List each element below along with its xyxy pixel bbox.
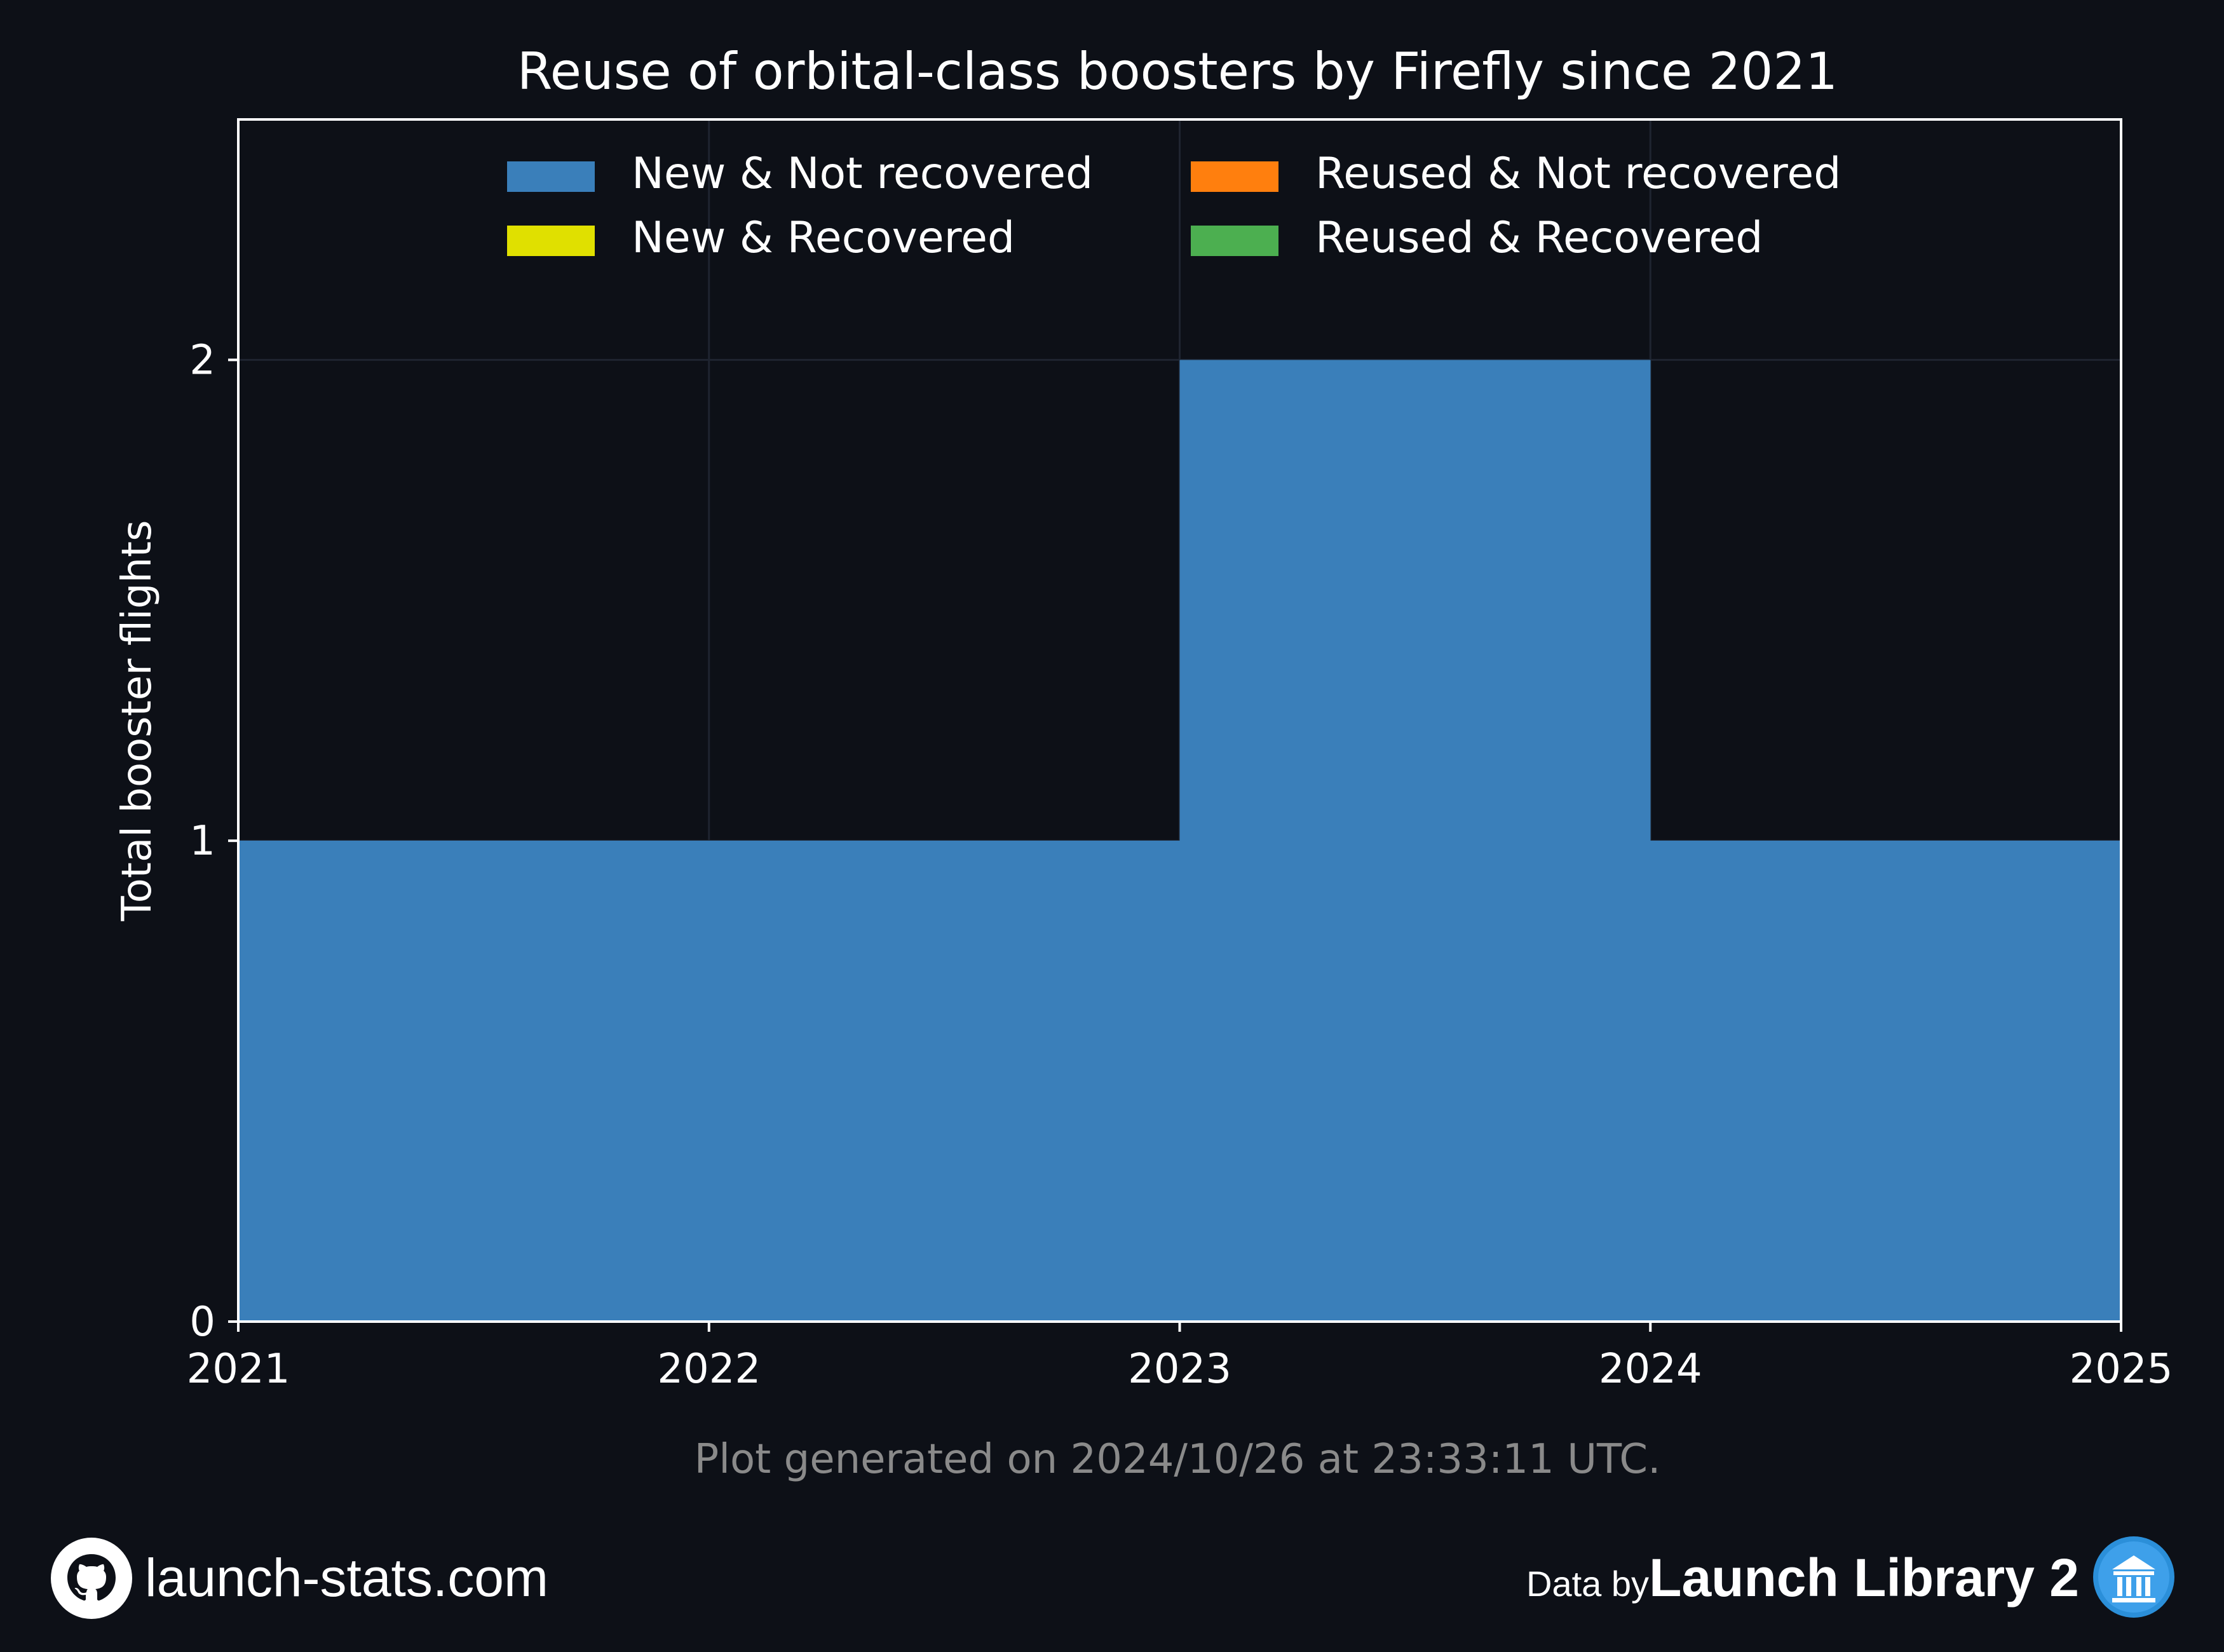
site-link[interactable]: launch-stats.com	[145, 1548, 548, 1608]
plot-generated-note: Plot generated on 2024/10/26 at 23:33:11…	[695, 1436, 1661, 1483]
area-segment-new-not-recovered-2023	[1179, 360, 1651, 1322]
x-tick-label: 2023	[1128, 1346, 1231, 1393]
legend-swatch-reused-recovered	[1191, 226, 1278, 256]
launch-library-icon	[2093, 1536, 2174, 1618]
y-tick-label: 2	[189, 337, 215, 384]
legend-swatch-new-recovered	[507, 226, 595, 256]
y-tick-label: 1	[189, 818, 215, 865]
area-segment-new-not-recovered-2024	[1650, 841, 2121, 1322]
area-segment-new-not-recovered-2021	[238, 841, 709, 1322]
launch-library-link[interactable]: Launch Library 2	[1649, 1548, 2079, 1608]
footer-right[interactable]: Data by Launch Library 2	[1526, 1536, 2174, 1618]
footer-left[interactable]: launch-stats.com	[51, 1538, 548, 1619]
chart-title: Reuse of orbital-class boosters by Firef…	[517, 42, 1838, 101]
legend-swatch-new-not-recovered	[507, 161, 595, 192]
data-by-label: Data by	[1526, 1564, 1649, 1604]
x-axis: 2021 2022 2023 2024 2025	[187, 1322, 2173, 1393]
legend-label-new-recovered: New & Recovered	[632, 213, 1015, 263]
x-tick-label: 2025	[2070, 1346, 2173, 1393]
github-icon	[51, 1538, 132, 1619]
x-tick-label: 2022	[657, 1346, 761, 1393]
area-segment-new-not-recovered-2022	[709, 841, 1180, 1322]
y-axis-label: Total booster flights	[114, 520, 161, 922]
legend-label-reused-not-recovered: Reused & Not recovered	[1315, 149, 1841, 199]
legend: New & Not recovered New & Recovered Reused…	[507, 149, 1841, 263]
y-axis: 0 1 2	[189, 337, 238, 1346]
y-tick-label: 0	[189, 1299, 215, 1346]
x-tick-label: 2024	[1599, 1346, 1702, 1393]
stacked-areas	[238, 360, 2121, 1322]
x-tick-label: 2021	[187, 1346, 290, 1393]
legend-swatch-reused-not-recovered	[1191, 161, 1278, 192]
legend-label-reused-recovered: Reused & Recovered	[1315, 213, 1763, 263]
legend-label-new-not-recovered: New & Not recovered	[632, 149, 1093, 199]
